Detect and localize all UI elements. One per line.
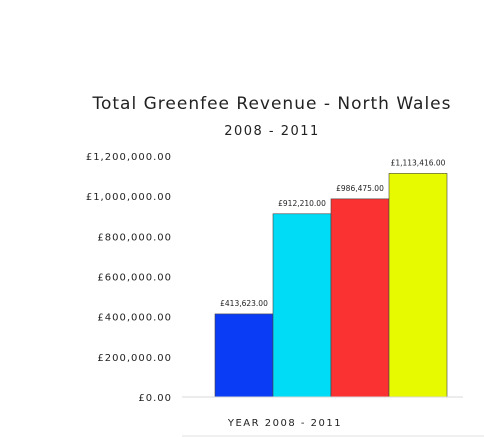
bar	[272, 213, 332, 398]
y-tick-label: £200,000.00	[97, 353, 172, 364]
bar	[214, 313, 274, 398]
y-tick-label: £400,000.00	[97, 313, 172, 324]
bar-data-label: £986,475.00	[336, 184, 384, 193]
y-tick-label: £800,000.00	[97, 232, 172, 243]
bar-group	[214, 173, 448, 398]
y-tick-label: £0.00	[138, 393, 172, 404]
bar-data-label: £413,623.00	[220, 299, 268, 308]
bar	[388, 173, 448, 398]
bar	[330, 198, 390, 398]
bar-data-label: £1,113,416.00	[391, 158, 446, 167]
x-axis-label: YEAR 2008 - 2011	[227, 418, 342, 429]
y-tick-label: £600,000.00	[97, 273, 172, 284]
chart-title: Total Greenfee Revenue - North Wales	[92, 94, 452, 114]
data-label-group: £413,623.00 £912,210.00 £986,475.00 £1,113,…	[220, 158, 446, 308]
y-tick-label: £1,000,000.00	[86, 192, 172, 203]
y-tick-label: £1,200,000.00	[86, 152, 172, 163]
bar-data-label: £912,210.00	[278, 199, 326, 208]
y-axis-ticks: £0.00 £200,000.00 £400,000.00 £600,000.00 £8…	[86, 152, 172, 404]
chart-subtitle: 2008 - 2011	[224, 124, 320, 139]
